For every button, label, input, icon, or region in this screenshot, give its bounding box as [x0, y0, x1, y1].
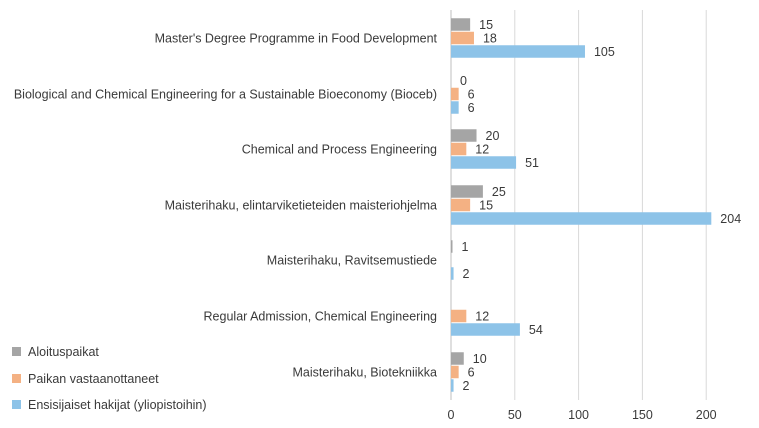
bar: [451, 18, 471, 31]
legend-swatch: [12, 400, 21, 409]
legend-swatch: [12, 347, 21, 356]
x-tick-label: 50: [508, 408, 522, 422]
category-label: Regular Admission, Chemical Engineering: [204, 310, 438, 324]
x-tick-label: 100: [568, 408, 589, 422]
bar: [451, 365, 459, 379]
data-label: 105: [594, 45, 615, 59]
bar: [451, 101, 459, 114]
data-label: 15: [479, 18, 493, 32]
data-label: 1: [462, 240, 469, 254]
data-label: 20: [486, 129, 500, 143]
data-label: 2: [463, 379, 470, 393]
bar: [451, 198, 471, 212]
data-label: 12: [475, 143, 489, 157]
legend-label: Aloituspaikat: [28, 345, 99, 359]
bar: [451, 323, 520, 336]
data-label: 6: [468, 366, 475, 380]
bars: [451, 18, 712, 392]
data-label: 51: [525, 156, 539, 170]
bar: [451, 212, 712, 225]
legend: Aloituspaikat Paikan vastaanottaneet Ensis…: [12, 345, 207, 412]
category-label: Maisterihaku, Biotekniikka: [292, 366, 437, 380]
bar: [451, 142, 467, 156]
bar: [451, 352, 464, 365]
bar: [451, 185, 483, 198]
data-label: 6: [468, 88, 475, 102]
data-label: 6: [468, 101, 475, 115]
data-label: 10: [473, 352, 487, 366]
data-label: 204: [720, 212, 741, 226]
category-label: Biological and Chemical Engineering for …: [14, 88, 437, 102]
x-tick-label: 200: [696, 408, 717, 422]
category-label: Chemical and Process Engineering: [242, 143, 437, 157]
bar: [451, 267, 454, 280]
bar: [451, 129, 477, 142]
data-label: 0: [460, 74, 467, 88]
category-label: Maisterihaku, Ravitsemustiede: [267, 254, 437, 268]
bar: [451, 31, 474, 45]
bar: [451, 156, 517, 169]
legend-swatch: [12, 374, 21, 383]
bar: [451, 45, 585, 58]
bar: [451, 240, 453, 253]
category-label: Maisterihaku, elintarviketieteiden maist…: [165, 199, 437, 213]
bar: [451, 309, 467, 323]
legend-label: Paikan vastaanottaneet: [28, 372, 159, 386]
x-tick-label: 0: [448, 408, 455, 422]
legend-label: Ensisijaiset hakijat (yliopistoihin): [28, 398, 207, 412]
data-label: 25: [492, 185, 506, 199]
data-label: 18: [483, 32, 497, 46]
data-label: 2: [463, 267, 470, 281]
bar: [451, 87, 459, 101]
data-label: 12: [475, 310, 489, 324]
data-label: 15: [479, 199, 493, 213]
x-tick-label: 150: [632, 408, 653, 422]
bar: [451, 379, 454, 392]
category-label: Master's Degree Programme in Food Develo…: [155, 32, 438, 46]
data-label: 54: [529, 323, 543, 337]
